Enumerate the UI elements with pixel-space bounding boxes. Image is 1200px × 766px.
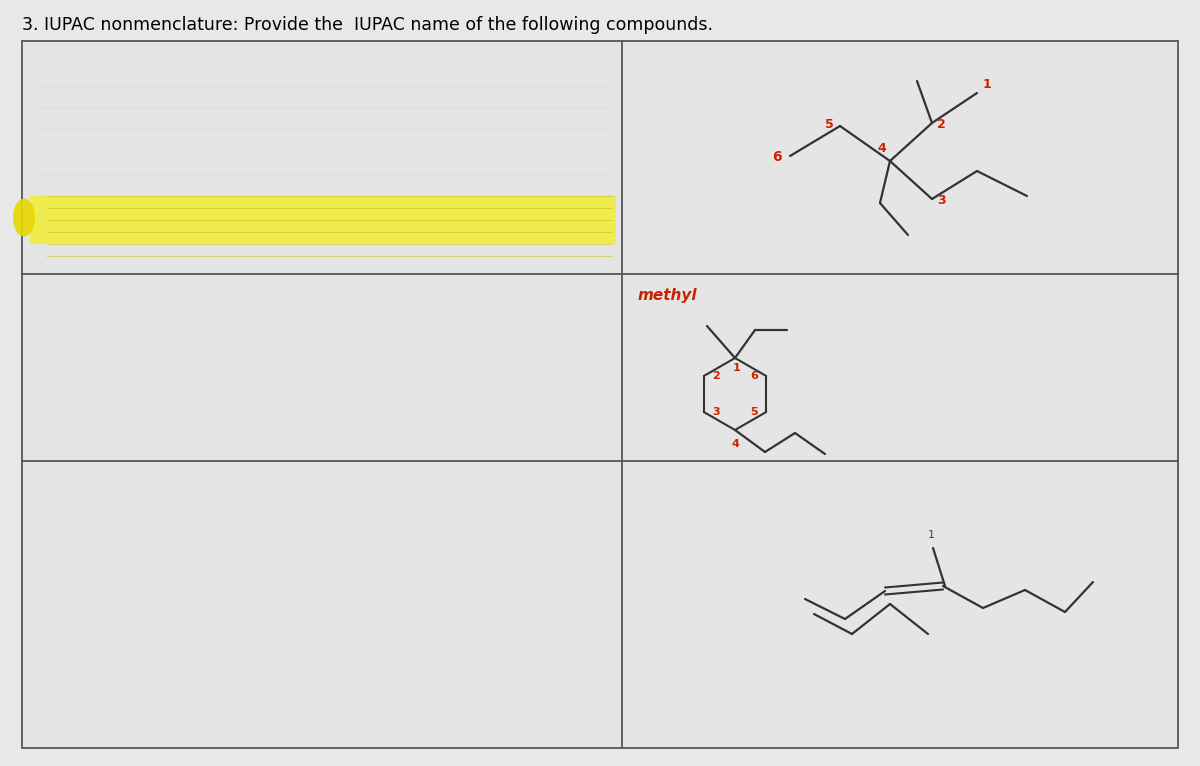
Text: 6: 6 — [773, 150, 782, 164]
Ellipse shape — [13, 198, 35, 237]
Text: 4: 4 — [731, 439, 739, 449]
Text: 2: 2 — [937, 117, 946, 130]
Text: 4: 4 — [877, 142, 886, 155]
Text: methyl: methyl — [638, 288, 697, 303]
Bar — [22, 41, 622, 274]
Text: 3. IUPAC nonmenclature: Provide the  IUPAC name of the following compounds.: 3. IUPAC nonmenclature: Provide the IUPA… — [22, 16, 713, 34]
Bar — [622, 274, 1178, 461]
Bar — [22, 274, 622, 461]
Text: 1: 1 — [983, 78, 991, 91]
Bar — [30, 196, 616, 244]
Bar — [622, 461, 1178, 748]
Text: 1: 1 — [733, 363, 740, 373]
Text: 2: 2 — [712, 371, 720, 381]
Text: 5: 5 — [826, 117, 834, 130]
Text: 6: 6 — [750, 371, 758, 381]
Text: 1: 1 — [928, 530, 935, 540]
Text: 3: 3 — [937, 194, 946, 207]
Text: 5: 5 — [750, 407, 758, 417]
Text: 3: 3 — [712, 407, 720, 417]
Bar — [622, 41, 1178, 274]
Bar — [22, 461, 622, 748]
